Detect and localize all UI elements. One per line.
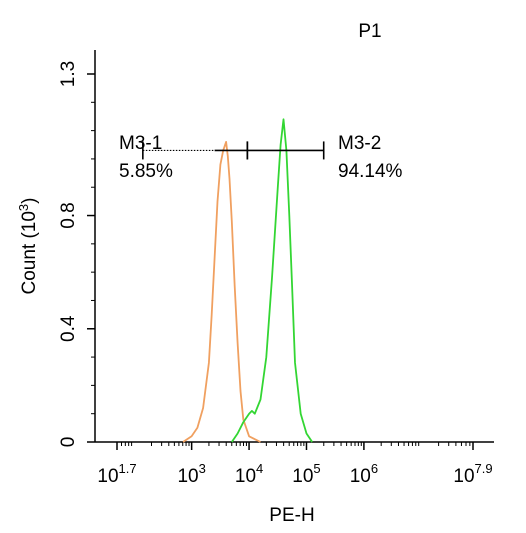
gate-percent-label: 5.85% [119,161,173,182]
y-tick-label: 0 [58,437,79,448]
x-tick-label: 103 [177,461,205,487]
x-tick-label-base: 10 [292,466,313,487]
x-tick-label: 101.7 [97,461,136,487]
x-tick-label-exponent: 7.9 [475,461,493,476]
y-tick-label: 0.4 [58,315,79,342]
x-tick-label-exponent: 3 [199,461,206,476]
x-tick-label: 107.9 [453,461,492,487]
x-tick-label: 104 [235,461,263,487]
x-tick-label-exponent: 1.7 [119,461,137,476]
gate-percent-label: 94.14% [338,161,403,182]
x-axis-label: PE-H [269,505,314,526]
x-tick-label-exponent: 4 [256,461,263,476]
x-tick-label-base: 10 [177,466,198,487]
series-line-1 [182,140,261,443]
gate-name-label: M3-1 [119,133,162,154]
x-tick-label: 106 [350,461,378,487]
x-axis-ticks: 101.7 103 104 105 106 107.9 [97,442,493,487]
histogram-series [182,118,313,443]
x-tick-label: 105 [292,461,320,487]
x-tick-label-base: 10 [350,466,371,487]
y-axis-label-close: ) [19,197,40,203]
x-tick-label-exponent: 5 [313,461,320,476]
gate-name-label: M3-2 [338,133,381,154]
chart-title: P1 [358,21,381,42]
series-line-2 [231,118,313,443]
y-axis-label-exponent: 3 [16,204,31,211]
gate-markers: M3-1 5.85% M3-2 94.14% [119,133,403,182]
y-axis-label: Count (103) [16,197,40,294]
y-axis-ticks: 0 0.4 0.8 1.3 [58,61,95,448]
y-tick-label: 1.3 [58,61,79,87]
x-tick-label-base: 10 [97,466,118,487]
x-tick-label-exponent: 6 [371,461,378,476]
y-axis-label-main: Count (10 [19,211,40,294]
x-tick-label-base: 10 [453,466,474,487]
x-tick-label-base: 10 [235,466,256,487]
y-tick-label: 0.8 [58,202,79,228]
